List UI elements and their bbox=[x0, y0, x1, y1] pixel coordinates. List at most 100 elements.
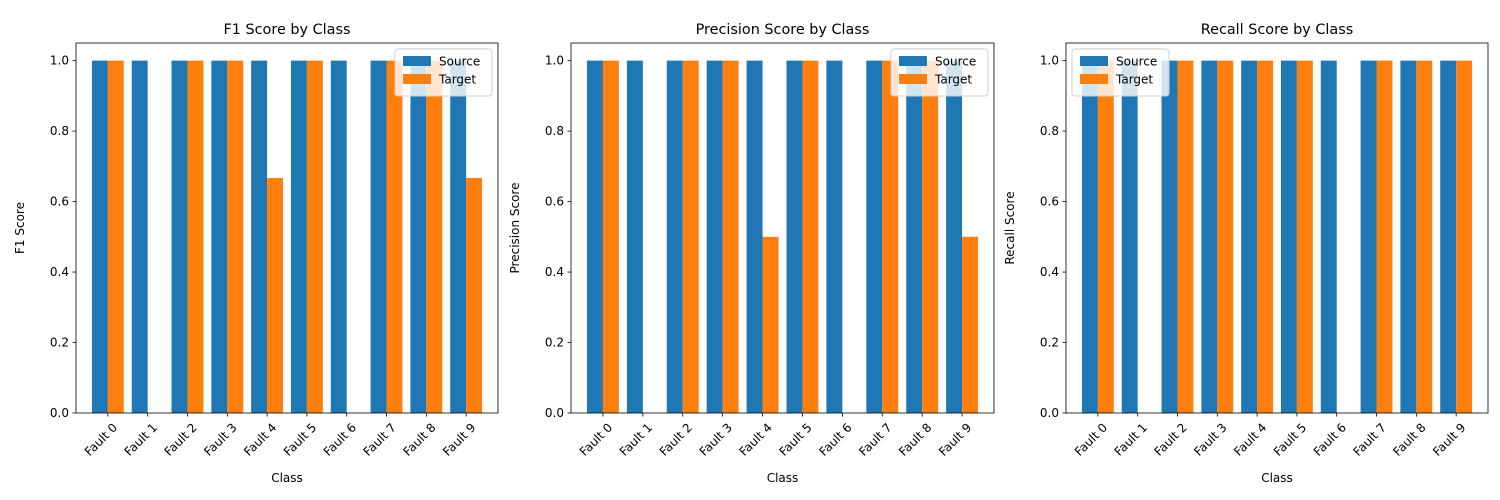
bar-target-4 bbox=[762, 236, 779, 413]
x-tick-label: Fault 6 bbox=[1311, 420, 1349, 458]
legend-label-target: Target bbox=[934, 73, 972, 87]
y-tick-label: 0.8 bbox=[1040, 124, 1059, 138]
x-tick-label: Fault 4 bbox=[1231, 420, 1269, 458]
bar-source-0 bbox=[586, 60, 603, 413]
x-tick-label: Fault 8 bbox=[896, 420, 934, 458]
y-tick-label: 0.2 bbox=[545, 336, 564, 350]
y-tick-label: 0.2 bbox=[50, 336, 69, 350]
x-tick-label: Fault 9 bbox=[440, 420, 478, 458]
bar-target-9 bbox=[1456, 60, 1473, 413]
bar-source-7 bbox=[370, 60, 387, 413]
x-axis-label: Class bbox=[1261, 471, 1293, 485]
x-tick-label: Fault 9 bbox=[936, 420, 974, 458]
y-tick-label: 0.4 bbox=[1040, 265, 1059, 279]
bar-target-7 bbox=[882, 60, 899, 413]
bar-target-2 bbox=[1177, 60, 1194, 413]
legend-swatch-target bbox=[1080, 74, 1108, 84]
bar-source-2 bbox=[1161, 60, 1178, 413]
y-axis-label: F1 Score bbox=[13, 202, 27, 254]
y-tick-label: 0.4 bbox=[50, 265, 69, 279]
y-axis-label: Recall Score bbox=[1003, 191, 1017, 264]
x-axis-label: Class bbox=[767, 471, 799, 485]
chart-title: Recall Score by Class bbox=[1201, 22, 1353, 38]
x-tick-label: Fault 0 bbox=[1072, 420, 1110, 458]
y-tick-label: 1.0 bbox=[50, 54, 69, 68]
bar-source-3 bbox=[1201, 60, 1218, 413]
x-tick-label: Fault 0 bbox=[577, 420, 615, 458]
legend-swatch-target bbox=[899, 74, 927, 84]
axes-frame bbox=[75, 42, 499, 414]
x-tick-label: Fault 1 bbox=[122, 420, 160, 458]
bar-target-9 bbox=[466, 177, 483, 413]
x-tick-label: Fault 2 bbox=[161, 420, 199, 458]
bar-target-0 bbox=[1097, 60, 1114, 413]
x-tick-label: Fault 4 bbox=[737, 420, 775, 458]
bar-target-2 bbox=[682, 60, 699, 413]
bar-source-3 bbox=[706, 60, 723, 413]
bar-source-1 bbox=[131, 60, 148, 413]
x-tick-label: Fault 6 bbox=[816, 420, 854, 458]
y-tick-label: 0.6 bbox=[50, 195, 69, 209]
x-tick-label: Fault 3 bbox=[201, 420, 239, 458]
axes-frame bbox=[1065, 42, 1489, 414]
legend: Source Target bbox=[394, 48, 493, 97]
x-tick-label: Fault 2 bbox=[657, 420, 695, 458]
x-tick-label: Fault 7 bbox=[361, 420, 399, 458]
legend: Source Target bbox=[890, 48, 989, 97]
bar-target-0 bbox=[602, 60, 619, 413]
bar-source-2 bbox=[171, 60, 188, 413]
x-tick-label: Fault 3 bbox=[697, 420, 735, 458]
bar-source-6 bbox=[1320, 60, 1337, 413]
x-tick-label: Fault 6 bbox=[321, 420, 359, 458]
x-tick-label: Fault 8 bbox=[1390, 420, 1428, 458]
bar-target-5 bbox=[802, 60, 819, 413]
bar-target-0 bbox=[107, 60, 124, 413]
bar-target-7 bbox=[386, 60, 403, 413]
bar-target-3 bbox=[722, 60, 739, 413]
legend-swatch-target bbox=[403, 74, 431, 84]
legend-label-target: Target bbox=[1115, 73, 1153, 87]
x-tick-label: Fault 0 bbox=[82, 420, 120, 458]
legend-label-target: Target bbox=[438, 73, 476, 87]
bar-target-4 bbox=[267, 177, 284, 413]
x-tick-label: Fault 8 bbox=[400, 420, 438, 458]
axes-frame bbox=[570, 42, 995, 414]
bar-target-5 bbox=[306, 60, 323, 413]
bar-target-8 bbox=[922, 60, 939, 413]
bar-source-5 bbox=[1280, 60, 1297, 413]
bar-target-5 bbox=[1296, 60, 1313, 413]
bar-target-7 bbox=[1376, 60, 1393, 413]
chart-title: F1 Score by Class bbox=[224, 22, 351, 38]
bar-source-8 bbox=[1400, 60, 1417, 413]
bar-source-5 bbox=[290, 60, 307, 413]
chart-title: Precision Score by Class bbox=[696, 22, 870, 38]
bar-source-4 bbox=[251, 60, 268, 413]
legend-swatch-source bbox=[899, 56, 927, 66]
y-axis-label: Precision Score bbox=[508, 183, 522, 274]
bar-source-0 bbox=[91, 60, 108, 413]
bar-source-8 bbox=[906, 60, 923, 413]
y-tick-label: 0.6 bbox=[1040, 195, 1059, 209]
x-tick-label: Fault 1 bbox=[1112, 420, 1150, 458]
bar-target-9 bbox=[962, 236, 979, 413]
x-tick-label: Fault 2 bbox=[1151, 420, 1189, 458]
y-tick-label: 0.6 bbox=[545, 195, 564, 209]
x-tick-label: Fault 1 bbox=[617, 420, 655, 458]
y-tick-label: 1.0 bbox=[545, 54, 564, 68]
bar-target-2 bbox=[187, 60, 204, 413]
bar-target-8 bbox=[1416, 60, 1433, 413]
bar-source-3 bbox=[211, 60, 228, 413]
bar-source-5 bbox=[786, 60, 803, 413]
bar-source-9 bbox=[450, 60, 467, 413]
x-tick-label: Fault 5 bbox=[776, 420, 814, 458]
bar-source-9 bbox=[946, 60, 963, 413]
x-tick-label: Fault 7 bbox=[856, 420, 894, 458]
x-tick-label: Fault 4 bbox=[241, 420, 279, 458]
y-tick-label: 0.4 bbox=[545, 265, 564, 279]
y-tick-label: 0.2 bbox=[1040, 336, 1059, 350]
bar-target-3 bbox=[227, 60, 244, 413]
bar-source-8 bbox=[410, 60, 427, 413]
x-tick-label: Fault 7 bbox=[1351, 420, 1389, 458]
